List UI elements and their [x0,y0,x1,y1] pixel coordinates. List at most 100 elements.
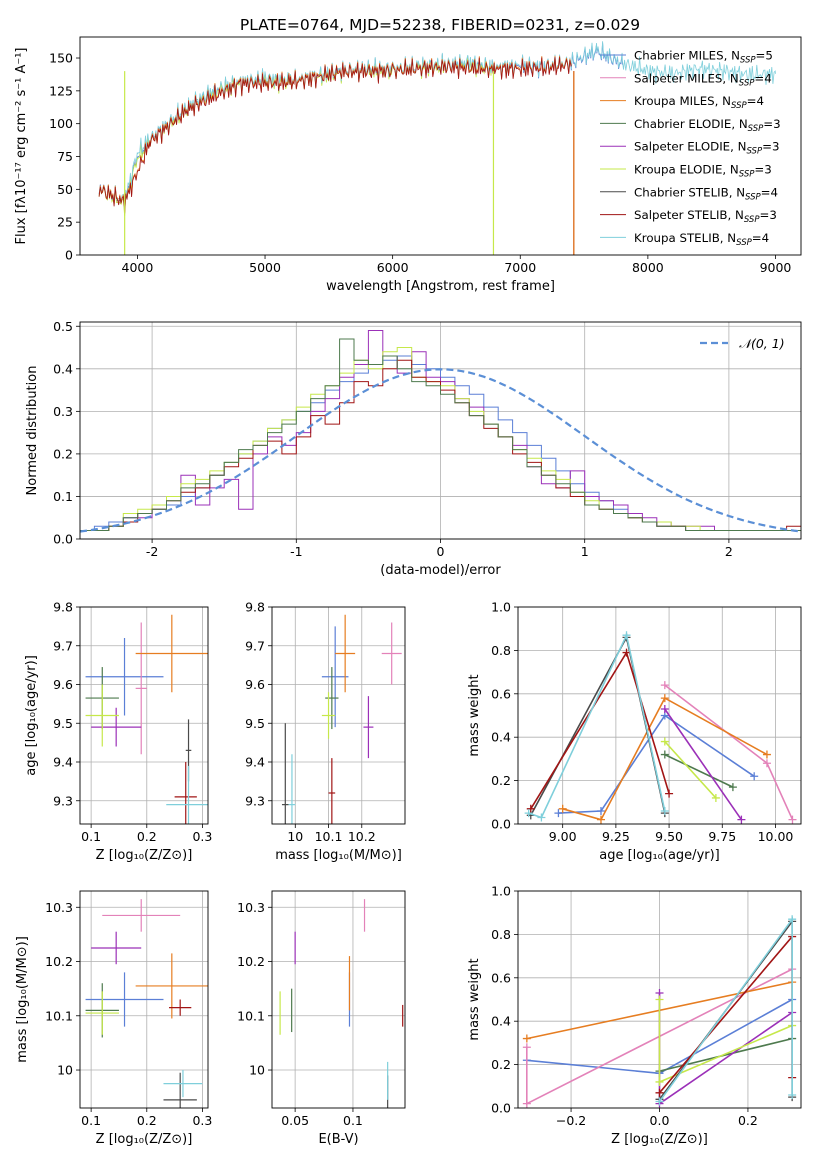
axes-frame [79,321,802,540]
weight-marker [522,1099,531,1108]
x-tick-label: 10.2 [348,829,376,844]
x-tick-label: 6000 [377,260,409,275]
chart-mass_vs_Z: 0.1 0.2 0.3 10 10.1 10.2 10.3 Z [log₁₀(Z/Z⊙)] ma… [15,890,212,1147]
weight-line [528,632,666,819]
y-axis-label: Flux [fλ10⁻¹⁷ erg cm⁻² s⁻¹ A⁻¹] [14,48,29,245]
y-tick-label: 9.8 [53,600,73,615]
plot-area [281,614,402,824]
y-tick-label: 0.2 [491,1057,511,1072]
y-tick-label: 0 [65,248,73,263]
weight-marker [622,631,631,640]
x-tick-label: 9.75 [708,829,736,844]
x-tick-label: 1 [581,544,589,559]
weight-marker [762,750,771,759]
x-tick-label: 0.2 [738,1113,758,1128]
weight-marker [596,815,605,824]
weight-marker [665,789,674,798]
weight-line [659,1037,793,1072]
weight-marker [558,804,567,813]
y-tick-label: 0.0 [491,817,511,832]
x-tick-label: 0.0 [650,1113,670,1128]
weight-marker [655,995,664,1004]
x-tick-label: 0.1 [343,1113,363,1128]
weight-marker [762,759,771,768]
weight-marker [655,1097,664,1106]
y-tick-label: 9.3 [245,793,265,808]
legend-label: Salpeter MILES, NSSP=4 [634,71,772,88]
weight-line [558,714,755,814]
weight-marker [660,694,669,703]
y-axis-label: Normed distribution [25,366,40,496]
y-tick-label: 10.1 [45,1008,73,1023]
legend-label: Kroupa MILES, NSSP=4 [634,94,764,111]
weight-line [658,934,794,1094]
chart-residual_histograms: -2 -1 0 1 2 0.0 0.1 0.2 0.3 0.4 0.5 (data-model)/er… [25,319,802,578]
y-tick-label: 0.4 [53,361,73,376]
x-tick-label: -2 [146,544,158,559]
y-axis-label: mass weight [467,674,482,756]
chart-age_vs_Z: 0.1 0.2 0.3 9.3 9.4 9.5 9.6 9.7 9.8 Z [log₁₀(Z/Z⊙… [24,600,212,864]
x-axis-label: age [log₁₀(age/yr)] [599,848,720,863]
x-tick-label: 5000 [249,260,281,275]
y-tick-label: 9.5 [245,716,265,731]
y-tick-label: 10.2 [45,954,73,969]
axes-frame [517,606,802,825]
y-tick-label: 25 [57,215,73,230]
weight-marker [737,815,746,824]
weight-marker [537,813,546,822]
y-tick-label: 1.0 [491,884,511,899]
y-tick-label: 9.7 [245,638,265,653]
y-tick-label: 10.2 [237,954,265,969]
y-tick-label: 0.6 [491,686,511,701]
x-tick-label: 9.50 [655,829,683,844]
y-tick-label: 0.0 [53,532,73,547]
weight-marker [655,1088,664,1097]
y-axis-label: mass weight [467,958,482,1040]
histogram-step [80,330,801,531]
x-tick-label: 9000 [760,260,792,275]
y-tick-label: 0.8 [491,927,511,942]
y-tick-label: 10.3 [237,900,265,915]
plot-area [524,631,797,824]
weight-marker [554,809,563,818]
y-tick-label: 100 [49,116,73,131]
x-tick-label: 10.00 [758,829,794,844]
y-tick-label: 150 [49,51,73,66]
plot-area [80,330,801,533]
weight-marker [596,806,605,815]
weight-marker [655,1077,664,1086]
chart-weight_vs_age: 9.00 9.25 9.50 9.75 10.00 0.0 0.2 0.4 0.6 0.8 1.0 a… [467,600,802,863]
weight-line [530,635,666,816]
x-tick-label: 0 [437,544,445,559]
x-tick-label: 7000 [504,260,536,275]
y-tick-label: 75 [57,149,73,164]
y-tick-label: 9.7 [53,638,73,653]
x-axis-label: wavelength [Angstrom, rest frame] [326,279,555,294]
x-tick-label: 0.3 [192,1113,212,1128]
weight-marker [660,806,669,815]
y-tick-label: 0.1 [53,489,73,504]
y-axis-label: age [log₁₀(age/yr)] [24,655,39,776]
plot-area [522,915,797,1108]
x-axis-label: (data-model)/error [380,563,501,578]
x-tick-label: 0.2 [137,829,157,844]
legend-label: Chabrier MILES, NSSP=5 [634,49,773,66]
weight-marker [522,1034,531,1043]
weight-line [664,753,734,788]
y-tick-label: 0.6 [491,970,511,985]
legend-label: Chabrier STELIB, NSSP=4 [634,185,778,202]
weight-marker [522,1043,531,1052]
plot-area [279,899,404,1108]
weight-line [664,708,743,821]
y-tick-label: 0.3 [53,404,73,419]
axes-frame [79,890,209,1109]
plot-area [85,899,208,1108]
y-tick-label: 1.0 [491,600,511,615]
x-tick-label: 0.1 [81,1113,101,1128]
x-tick-label: 0.05 [281,1113,309,1128]
y-tick-label: 9.6 [245,677,265,692]
plot-area [85,614,208,824]
weight-marker [660,750,669,759]
legend-label: Kroupa STELIB, NSSP=4 [634,231,769,248]
x-axis-label: Z [log₁₀(Z/Z⊙)] [96,848,193,863]
